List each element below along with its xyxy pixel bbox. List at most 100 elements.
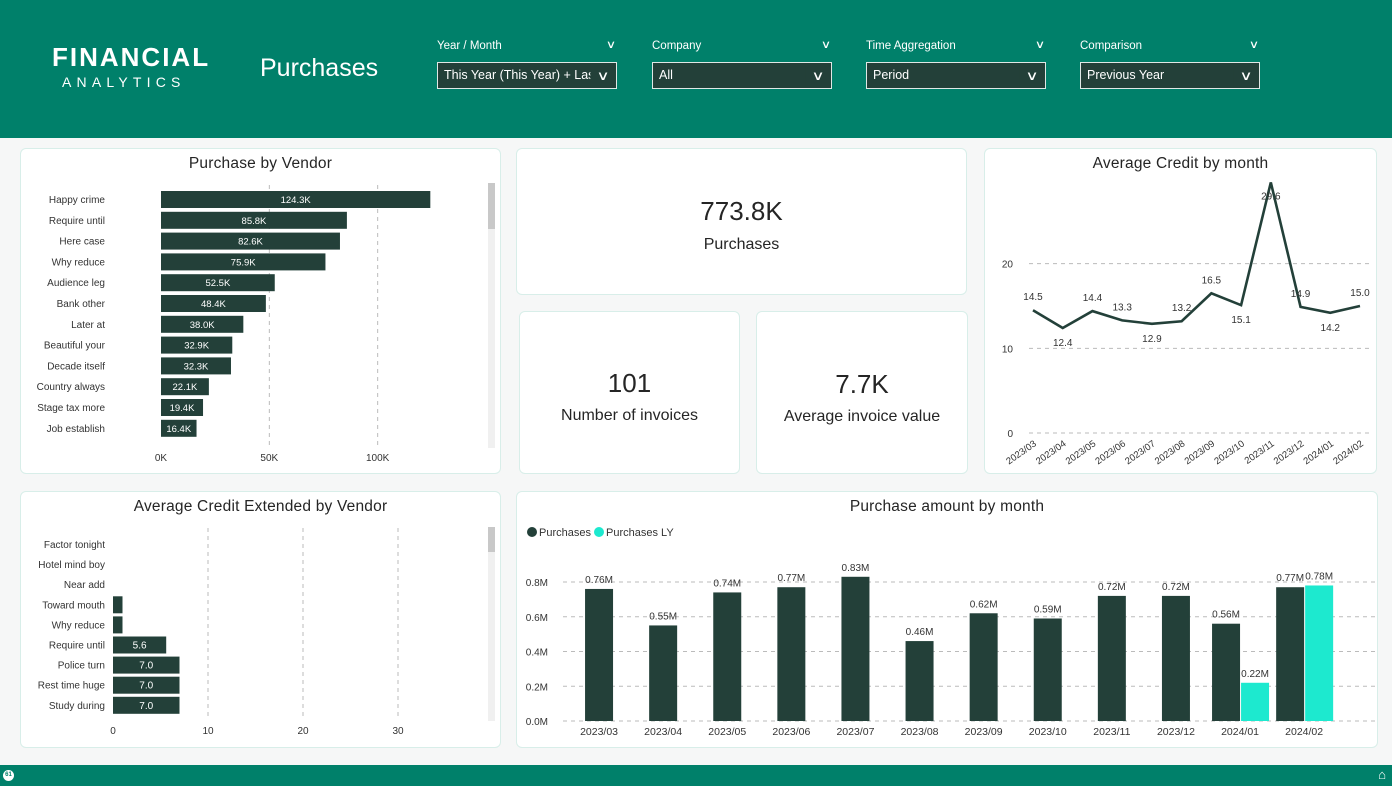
legend-marker: [594, 527, 604, 537]
purchases-kpi-card: 773.8K Purchases: [516, 148, 967, 295]
chevron-down-icon[interactable]: ∨: [605, 39, 617, 51]
legend-marker: [527, 527, 537, 537]
bar: [777, 587, 806, 721]
data-label: 16.4K: [166, 424, 191, 435]
tick-label: 30: [392, 726, 404, 737]
time-aggregation-dropdown[interactable]: Period ∨: [866, 62, 1046, 89]
bar: [161, 232, 340, 250]
slicer-label: Comparison: [1080, 40, 1142, 52]
logo-line1: FINANCIAL: [52, 42, 211, 72]
category-label: Toward mouth: [42, 600, 105, 611]
category-label: Decade itself: [47, 361, 105, 372]
bar: [113, 676, 180, 694]
tick-label: 2023/10: [1212, 438, 1246, 467]
kpi-value: 773.8K: [700, 196, 783, 226]
data-label: 0.72M: [1098, 582, 1126, 593]
tick-label: 2023/06: [772, 726, 810, 738]
bar: [161, 191, 431, 208]
dropdown-value: Period: [873, 68, 910, 82]
category-label: Bank other: [57, 299, 106, 310]
data-label: 19.4K: [170, 403, 195, 414]
data-label: 0.55M: [649, 611, 677, 622]
chart-title: Average Credit Extended by Vendor: [133, 498, 388, 515]
bar: [585, 588, 614, 721]
data-label: 0.77M: [1276, 573, 1304, 584]
bar: [161, 378, 209, 396]
data-label: 7.0: [139, 701, 153, 712]
data-label: 124.3K: [281, 195, 312, 206]
tick-label: 2023/05: [1064, 438, 1098, 467]
footer-badge: 61: [3, 770, 14, 781]
data-label: 85.8K: [242, 216, 267, 227]
bar-ly: [1241, 682, 1270, 721]
data-label: 75.9K: [231, 257, 256, 268]
invoices-kpi-card: 101 Number of invoices: [519, 311, 740, 474]
bar: [113, 596, 123, 614]
tick-label: 2024/02: [1331, 438, 1365, 467]
company-dropdown[interactable]: All ∨: [652, 62, 832, 89]
slicer-time-aggregation: Time Aggregation ∨ Period ∨: [866, 39, 1046, 89]
avg-credit-by-month-card: Average Credit by month 0 10 20 14.5 2023/03…: [984, 148, 1377, 474]
data-label: 14.9: [1291, 289, 1311, 300]
avg-credit-by-vendor-chart[interactable]: Factor tonight Hotel mind boy Near add Towa…: [21, 492, 502, 749]
purchase-amount-by-month-chart[interactable]: Purchases Purchases LY 0.0M 0.2M 0.4M 0.6M 0.8…: [517, 492, 1379, 749]
category-label: Why reduce: [52, 620, 106, 631]
tick-label: 2023/11: [1093, 726, 1130, 738]
category-label: Police turn: [58, 661, 105, 672]
slicer-label: Company: [652, 40, 702, 52]
data-label: 0.56M: [1212, 610, 1240, 621]
comparison-dropdown[interactable]: Previous Year ∨: [1080, 62, 1260, 89]
category-label: Stage tax more: [37, 403, 105, 414]
tick-label: 0.4M: [526, 648, 548, 659]
tick-label: 0.6M: [526, 613, 548, 624]
chevron-down-icon: ∨: [1233, 63, 1259, 88]
header-bar: FINANCIAL ANALYTICS Purchases Year / Mon…: [0, 0, 1392, 138]
data-label: 0.72M: [1162, 582, 1190, 593]
slicer-comparison: Comparison ∨ Previous Year ∨: [1080, 39, 1260, 89]
category-label: Audience leg: [47, 278, 105, 289]
purchase-by-vendor-chart[interactable]: Happy crime 124.3K Require until 85.8K Here …: [21, 149, 502, 475]
bar: [113, 656, 180, 674]
series-line: [1032, 182, 1361, 330]
tick-label: 2023/03: [580, 726, 618, 738]
tick-label: 2023/10: [1029, 726, 1067, 738]
page-title: Purchases: [260, 54, 379, 82]
chevron-down-icon[interactable]: ∨: [1248, 39, 1260, 51]
tick-label: 0.2M: [526, 682, 548, 693]
home-icon[interactable]: ⌂: [1378, 767, 1386, 782]
tick-label: 2023/04: [644, 726, 682, 738]
tick-label: 2023/03: [1004, 438, 1038, 467]
chevron-down-icon[interactable]: ∨: [820, 39, 832, 51]
legend-label: Purchases LY: [606, 527, 674, 539]
tick-label: 0: [110, 726, 116, 737]
data-label: 32.3K: [184, 361, 209, 372]
bar: [161, 357, 231, 375]
tick-label: 2023/08: [1153, 438, 1187, 467]
year-month-dropdown[interactable]: This Year (This Year) + Las... ∨: [437, 62, 617, 89]
tick-label: 20: [297, 726, 309, 737]
bar: [161, 399, 204, 416]
data-label: 5.6: [133, 641, 147, 652]
tick-label: 2023/05: [708, 726, 746, 738]
data-label: 0.76M: [585, 575, 613, 586]
bar: [1276, 587, 1305, 721]
category-label: Country always: [37, 382, 105, 393]
dropdown-value: All: [659, 68, 673, 82]
chart-title: Average Credit by month: [1092, 155, 1269, 172]
category-label: Later at: [71, 320, 105, 331]
category-label: Why reduce: [52, 257, 106, 268]
legend-label: Purchases: [539, 527, 591, 539]
category-label: Hotel mind boy: [38, 560, 105, 571]
tick-label: 0.0M: [526, 717, 548, 728]
chevron-down-icon: ∨: [590, 63, 616, 88]
avg-credit-by-month-chart[interactable]: 0 10 20 14.5 2023/03 12.4 2023/04 14.4 2023/05 13…: [985, 149, 1378, 475]
bar: [161, 315, 244, 333]
data-label: 0.77M: [777, 573, 805, 584]
chevron-down-icon[interactable]: ∨: [1034, 39, 1046, 51]
logo: FINANCIAL ANALYTICS: [52, 44, 210, 90]
tick-label: 50K: [260, 453, 278, 464]
data-label: 0.74M: [713, 578, 741, 589]
data-label: 7.0: [139, 681, 153, 692]
bar: [969, 613, 998, 721]
category-label: Study during: [49, 701, 105, 712]
